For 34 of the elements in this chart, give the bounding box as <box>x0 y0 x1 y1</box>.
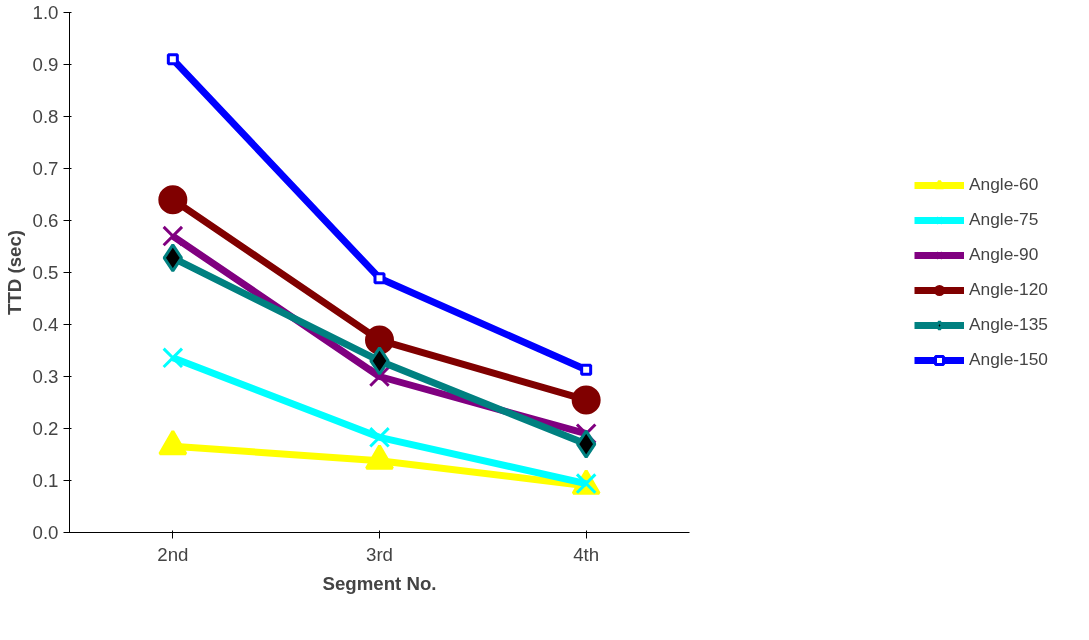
legend-label: Angle-150 <box>968 349 1049 370</box>
x-tick-label: 3rd <box>366 543 393 565</box>
y-tick-label: 0.9 <box>32 54 59 75</box>
point <box>576 429 597 459</box>
y-tick-label: 0.3 <box>32 366 59 387</box>
y-axis-title: TTD (sec) <box>3 229 25 315</box>
point <box>369 346 390 376</box>
y-tick-label: 0.7 <box>32 158 59 179</box>
legend-label: Angle-60 <box>968 174 1039 195</box>
point <box>166 53 179 66</box>
x-tick-label: 2nd <box>157 543 189 565</box>
point <box>162 243 183 273</box>
legend-label: Angle-90 <box>968 244 1039 265</box>
x-axis-title: Segment No. <box>322 572 437 594</box>
point <box>571 385 601 415</box>
point <box>580 363 593 376</box>
y-tick-label: 0.4 <box>32 314 59 335</box>
y-tick-label: 0.8 <box>32 106 59 127</box>
y-tick-label: 1.0 <box>32 2 59 23</box>
point <box>365 325 394 355</box>
y-tick-label: 0.5 <box>32 262 59 283</box>
legend-label: Angle-120 <box>968 279 1049 300</box>
y-tick-label: 0.0 <box>32 522 59 543</box>
y-tick-label: 0.6 <box>32 210 59 231</box>
y-tick-label: 0.2 <box>32 418 59 439</box>
point <box>373 272 386 285</box>
x-tick-label: 4th <box>573 543 600 565</box>
point <box>368 426 391 449</box>
y-tick-label: 0.1 <box>32 470 59 491</box>
point <box>162 347 184 369</box>
point <box>158 185 188 215</box>
legend-label: Angle-135 <box>968 314 1049 335</box>
legend-label: Angle-75 <box>968 209 1039 230</box>
point <box>162 225 184 247</box>
